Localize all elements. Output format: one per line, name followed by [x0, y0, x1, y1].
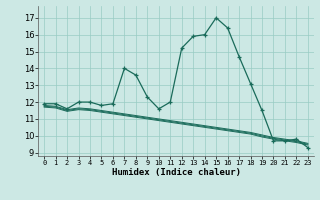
- X-axis label: Humidex (Indice chaleur): Humidex (Indice chaleur): [111, 168, 241, 177]
